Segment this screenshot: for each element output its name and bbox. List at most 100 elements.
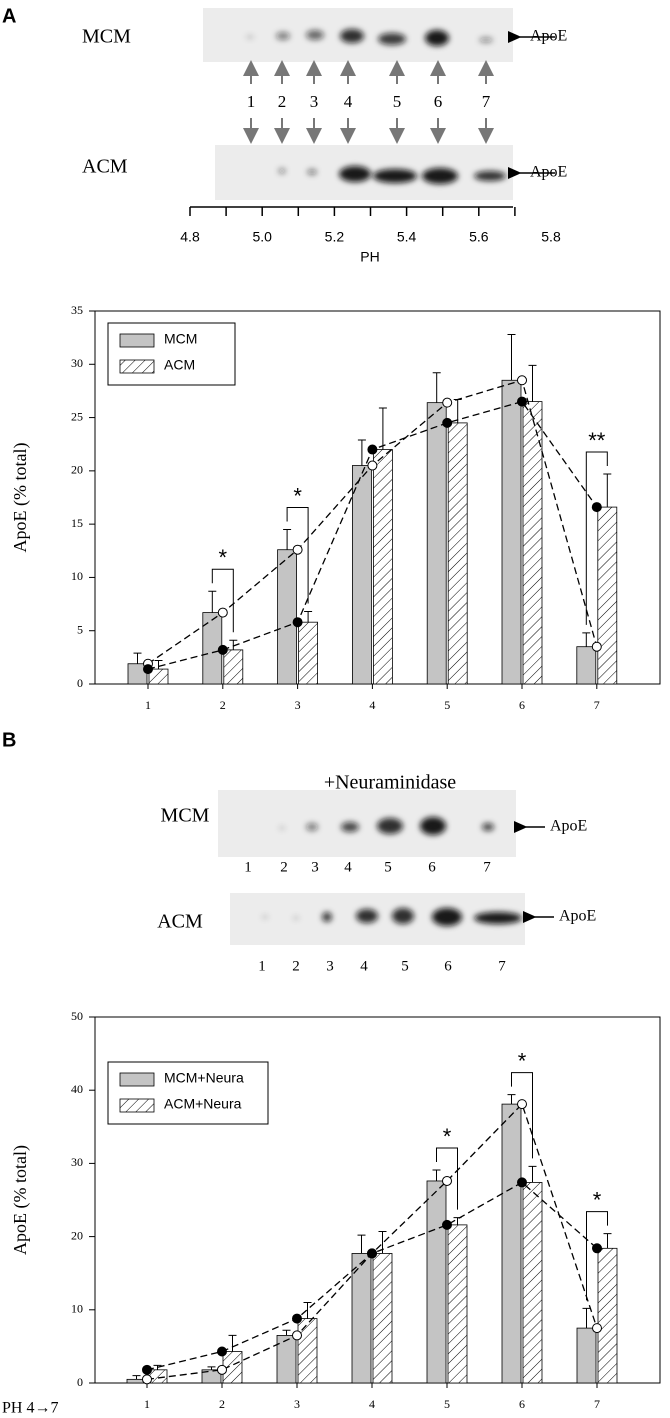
- lane-label: 2: [292, 958, 300, 974]
- x-tick-label: 7: [594, 1397, 600, 1411]
- error-bar: [507, 1094, 516, 1105]
- y-tick-label: 10: [71, 569, 83, 583]
- x-tick-label: 1: [144, 1397, 150, 1411]
- significance-bracket: [585, 451, 608, 625]
- y-tick-label: 20: [71, 1228, 83, 1242]
- bar: [426, 1180, 447, 1384]
- bar: [522, 1182, 543, 1384]
- significance-label: *: [219, 545, 228, 570]
- error-bar: [603, 473, 612, 508]
- marker-label: ApoE: [550, 818, 587, 835]
- lane-label: 3: [310, 92, 319, 111]
- error-bar: [582, 1307, 591, 1329]
- point: [217, 1346, 227, 1357]
- error-bar: [603, 1233, 612, 1249]
- y-axis-title: ApoE (% total): [10, 443, 31, 553]
- point: [517, 396, 527, 407]
- significance-bracket: [511, 1072, 533, 1159]
- lane-label: 4: [344, 859, 352, 875]
- lane-label: 4: [344, 92, 353, 111]
- blot-image: [218, 790, 525, 945]
- bar: [351, 465, 372, 685]
- y-tick-label: 20: [71, 463, 83, 477]
- point: [217, 644, 228, 655]
- bar: [297, 1318, 318, 1384]
- bar: [372, 449, 393, 685]
- significance-bracket: [586, 1211, 608, 1301]
- significance-bracket: [286, 506, 309, 604]
- y-tick-label: 10: [71, 1302, 83, 1316]
- point: [591, 502, 602, 513]
- error-bar: [432, 372, 441, 403]
- x-tick-label: 4: [369, 698, 375, 712]
- blot-label: ACM: [157, 911, 203, 933]
- x-tick-label: 2: [220, 698, 226, 712]
- lane-label: 5: [393, 92, 402, 111]
- legend-swatch: [119, 1072, 155, 1087]
- lane-label: 1: [244, 859, 252, 875]
- significance-bracket: [211, 568, 234, 633]
- y-axis-title: ApoE (% total): [10, 1145, 31, 1255]
- blot-image: [203, 8, 513, 200]
- significance-label: *: [593, 1187, 602, 1212]
- lane-label: 5: [401, 958, 409, 974]
- bar: [501, 379, 522, 685]
- x-tick-label: 5.6: [469, 229, 489, 245]
- point: [142, 1374, 152, 1385]
- bar: [597, 1247, 618, 1384]
- x-tick-label: 5: [444, 698, 450, 712]
- bar: [501, 1103, 522, 1384]
- point: [592, 1243, 602, 1254]
- significance-label: *: [443, 1124, 452, 1149]
- point: [292, 544, 303, 555]
- error-bar: [357, 1234, 366, 1254]
- lane-label: 3: [311, 859, 319, 875]
- lane-label: 7: [482, 92, 491, 111]
- bar: [223, 649, 244, 685]
- bar: [298, 621, 319, 685]
- blot-label: ACM: [82, 156, 128, 178]
- error-bar: [582, 632, 591, 647]
- x-tick-label: 1: [145, 698, 151, 712]
- point: [367, 1248, 377, 1259]
- legend-label: ACM: [164, 357, 195, 373]
- point: [367, 444, 378, 455]
- point: [292, 1313, 302, 1324]
- x-tick-label: 4: [369, 1397, 375, 1411]
- y-tick-label: 30: [71, 1155, 83, 1169]
- lane-label: 1: [247, 92, 256, 111]
- panel-letter: A: [2, 5, 16, 27]
- x-tick-label: 7: [594, 698, 600, 712]
- point: [592, 1323, 602, 1334]
- blot-label: MCM: [161, 805, 210, 827]
- lane-label: 5: [384, 859, 392, 875]
- legend-label: MCM: [164, 331, 197, 347]
- x-tick-label: 5: [444, 1397, 450, 1411]
- panel-letter: B: [2, 729, 16, 751]
- point: [442, 1175, 452, 1186]
- significance-label: *: [518, 1048, 527, 1073]
- bar: [276, 1335, 297, 1384]
- marker-label: ApoE: [530, 28, 567, 45]
- legend-label: ACM+Neura: [164, 1096, 242, 1112]
- y-tick-label: 30: [71, 356, 83, 370]
- x-tick-label: 5.8: [541, 229, 561, 245]
- error-bar: [528, 1165, 537, 1183]
- lane-label: 6: [434, 92, 443, 111]
- y-tick-label: 50: [71, 1009, 83, 1023]
- bar: [576, 646, 597, 685]
- bar: [447, 1224, 468, 1384]
- error-bar: [132, 1375, 141, 1380]
- bar: [277, 549, 298, 685]
- bar: [447, 422, 468, 685]
- error-bar: [303, 1301, 312, 1319]
- x-tick-label: 6: [519, 1397, 525, 1411]
- bar: [372, 1253, 393, 1384]
- error-bar: [507, 333, 516, 381]
- x-tick-label: 4.8: [180, 229, 200, 245]
- error-bar: [283, 528, 292, 550]
- significance-label: *: [293, 483, 302, 508]
- error-bar: [228, 1334, 237, 1352]
- error-bar: [208, 590, 217, 613]
